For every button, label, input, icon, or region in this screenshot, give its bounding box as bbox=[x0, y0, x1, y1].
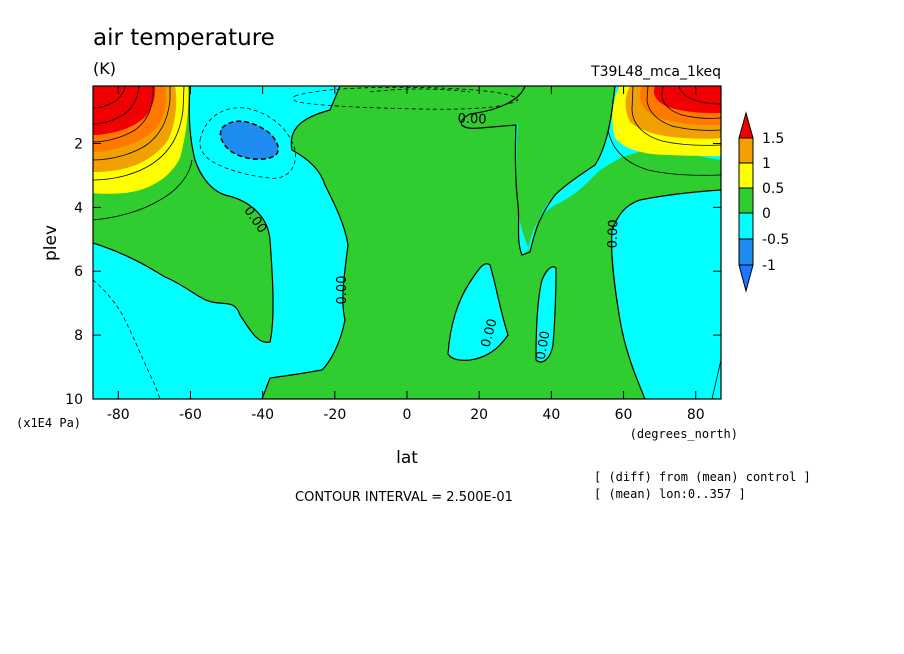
x-tick-label: 0 bbox=[403, 407, 412, 423]
colorbar-segment bbox=[738, 238, 754, 266]
colorbar-label: -0.5 bbox=[762, 232, 789, 248]
region-negative-east bbox=[611, 190, 721, 399]
contour-line-zero-4 bbox=[610, 189, 721, 399]
contour-line-neg-dashed-5 bbox=[369, 88, 471, 93]
contour-line-zero-6 bbox=[535, 266, 557, 363]
y-tick-label: 8 bbox=[74, 328, 83, 344]
contour-lines bbox=[93, 86, 721, 399]
contour-line-warm-ne-d bbox=[678, 86, 721, 105]
contour-line-warm-sw-a bbox=[93, 86, 171, 161]
y-tick-label: 6 bbox=[74, 264, 83, 280]
contour-line-neg-dashed-3 bbox=[292, 86, 519, 110]
x-tick-label: 80 bbox=[687, 407, 705, 423]
contour-field: 0.00 0.00 0.00 0.00 0.00 0.00 bbox=[93, 86, 721, 399]
colorbar-bottom-arrow bbox=[738, 264, 754, 293]
colorbar-segment bbox=[738, 137, 754, 164]
region-negative-southwest bbox=[93, 86, 348, 399]
colorbar-label: 0.5 bbox=[762, 181, 784, 197]
x-axis: -80 -60 -40 -20 0 20 40 60 80 bbox=[107, 86, 705, 423]
contour-line-warm-sw-c bbox=[93, 86, 140, 125]
y-axis-label: plev bbox=[41, 225, 61, 261]
x-tick-label: 60 bbox=[615, 407, 633, 423]
contour-line-zero-5 bbox=[447, 263, 509, 361]
region-warm-ne-2 bbox=[653, 86, 721, 113]
contour-line-warm-ne-a bbox=[631, 86, 721, 146]
x-tick-label: -20 bbox=[323, 407, 346, 423]
y-tick-label: 10 bbox=[65, 392, 83, 408]
contour-line-zero-3 bbox=[460, 86, 616, 256]
y-tick-label: 2 bbox=[74, 136, 83, 152]
colorbar-label: -1 bbox=[762, 258, 776, 274]
x-tick-label: -60 bbox=[179, 407, 202, 423]
colorbar: 1.5 1 0.5 0 -0.5 -1 bbox=[738, 111, 789, 293]
colorbar-segment bbox=[738, 187, 754, 214]
x-axis-units: (degrees_north) bbox=[630, 427, 738, 441]
contour-label: 0.00 bbox=[606, 219, 622, 248]
x-tick-label: 40 bbox=[542, 407, 560, 423]
colorbar-label: 1 bbox=[762, 156, 771, 172]
note-mean: [ (mean) lon:0..357 ] bbox=[594, 487, 746, 501]
x-tick-label: 20 bbox=[470, 407, 488, 423]
contour-line-neg-dashed-2 bbox=[219, 120, 279, 161]
contour-line-warm-sw-e bbox=[93, 86, 185, 181]
region-warm-sw-2 bbox=[93, 86, 156, 135]
contour-line-warm-sw-b bbox=[93, 86, 154, 143]
contour-line-positive-ne bbox=[607, 129, 721, 176]
contour-line-positive-sw bbox=[93, 159, 193, 221]
contour-line-neg-dashed-4 bbox=[93, 279, 161, 399]
run-name: T39L48_mca_1keq bbox=[590, 64, 721, 80]
contour-interval: CONTOUR INTERVAL = 2.500E-01 bbox=[295, 490, 513, 505]
contour-line-warm-ne-b bbox=[646, 86, 721, 131]
colorbar-segment bbox=[738, 162, 754, 189]
contour-label: 0.00 bbox=[335, 276, 350, 305]
region-negative-minimum bbox=[220, 121, 279, 160]
x-tick-label: -40 bbox=[251, 407, 274, 423]
contour-line-warm-ne-c bbox=[661, 86, 721, 119]
contour-label: 0.00 bbox=[457, 112, 486, 128]
colorbar-label: 0 bbox=[762, 206, 771, 222]
contour-line-neg-dashed-1 bbox=[199, 107, 296, 179]
x-axis-label: lat bbox=[396, 448, 418, 468]
colorbar-segment bbox=[738, 212, 754, 240]
contour-label: 0.00 bbox=[534, 330, 554, 361]
contour-line-warm-sw-d bbox=[93, 86, 126, 109]
colorbar-top-arrow bbox=[738, 111, 754, 139]
chart-title: air temperature bbox=[93, 25, 275, 51]
region-negative-pocket-1 bbox=[448, 263, 508, 361]
y-tick-label: 4 bbox=[74, 200, 83, 216]
contour-line-zero-1 bbox=[93, 86, 274, 343]
contour-label: 0.00 bbox=[479, 317, 501, 349]
note-diff: [ (diff) from (mean) control ] bbox=[594, 470, 811, 484]
y-axis-units: (x1E4 Pa) bbox=[16, 416, 81, 430]
chart-units: (K) bbox=[93, 59, 116, 78]
x-tick-label: -80 bbox=[107, 407, 130, 423]
contour-line-positive-central bbox=[711, 359, 721, 399]
region-negative-pocket-2 bbox=[536, 266, 556, 362]
y-axis: 2 4 6 8 10 bbox=[65, 136, 721, 408]
colorbar-label: 1.5 bbox=[762, 131, 784, 147]
